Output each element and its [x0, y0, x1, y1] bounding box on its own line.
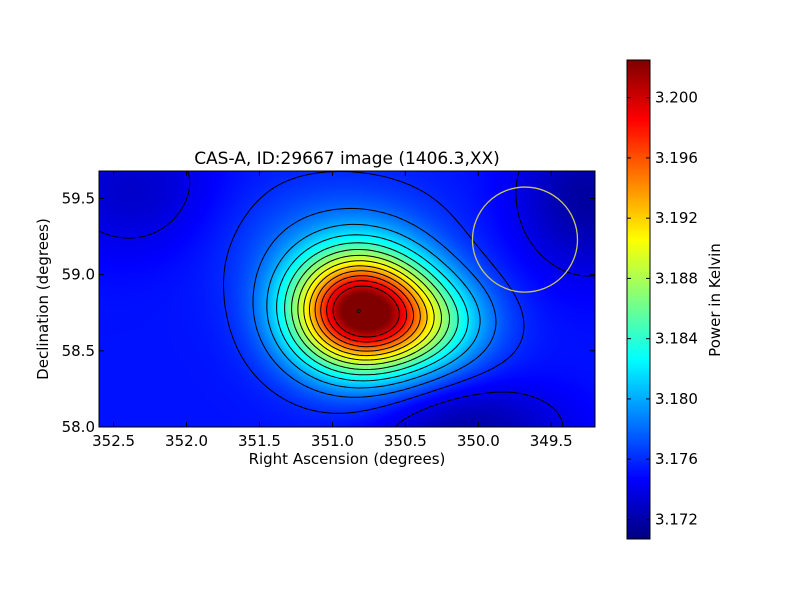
contour-level — [252, 207, 497, 398]
x-tick-label: 351.0 — [311, 432, 354, 450]
contour-level — [332, 285, 400, 338]
contour-level — [223, 171, 525, 414]
y-tick-label: 58.5 — [62, 342, 95, 360]
chart-title: CAS-A, ID:29667 image (1406.3,XX) — [194, 149, 500, 169]
colorbar: 3.172 3.176 3.180 3.184 3.188 3.192 3.196 3.200… — [626, 59, 724, 540]
contour-level — [314, 270, 421, 352]
contour-level — [266, 223, 481, 389]
colorbar-ticks: 3.172 3.176 3.180 3.184 3.188 3.192 3.196 3.200 — [627, 89, 698, 528]
beam-circle — [471, 186, 579, 293]
y-tick-label: 59.5 — [62, 189, 95, 207]
contour-level — [284, 242, 459, 376]
peak-marker — [356, 309, 361, 314]
colorbar-tick-label: 3.184 — [655, 330, 698, 348]
contour-lines — [99, 171, 595, 427]
contour-level — [320, 275, 415, 348]
contour-level — [297, 254, 442, 366]
x-axis-label: Right Ascension (degrees) — [249, 450, 446, 468]
colorbar-tick-label: 3.196 — [655, 149, 698, 167]
contour-level — [276, 234, 469, 382]
x-tick-label: 350.0 — [457, 432, 500, 450]
colorbar-tick-label: 3.180 — [655, 390, 698, 408]
y-axis-label: Declination (degrees) — [34, 218, 52, 380]
colorbar-tick-label: 3.188 — [655, 269, 698, 287]
colorbar-image — [627, 60, 650, 539]
colorbar-tick-label: 3.176 — [655, 450, 698, 468]
colorbar-label: Power in Kelvin — [706, 243, 724, 357]
colorbar-tick-label: 3.200 — [655, 89, 698, 107]
contour-level — [309, 265, 428, 357]
colorbar-tick-label: 3.172 — [655, 510, 698, 528]
y-tick-label: 58.0 — [62, 418, 95, 436]
plot-frame — [98, 170, 596, 428]
contour-level — [291, 249, 450, 370]
y-tick-label: 59.0 — [62, 266, 95, 284]
colorbar-frame — [626, 59, 651, 540]
contour-level — [99, 171, 595, 427]
x-tick-label: 349.5 — [530, 432, 573, 450]
contour-level — [303, 260, 435, 361]
contour-level — [326, 280, 408, 343]
x-tick-label: 350.5 — [384, 432, 427, 450]
colorbar-tick-label: 3.192 — [655, 209, 698, 227]
x-axis: 352.5 352.0 351.5 351.0 350.5 350.0 349.5 — [92, 171, 573, 450]
plot-area — [98, 170, 596, 428]
x-tick-label: 351.5 — [238, 432, 281, 450]
y-axis: 58.0 58.5 59.0 59.5 — [62, 189, 595, 436]
heatmap-image — [99, 171, 595, 427]
x-tick-label: 352.5 — [92, 432, 135, 450]
x-tick-label: 352.0 — [165, 432, 208, 450]
